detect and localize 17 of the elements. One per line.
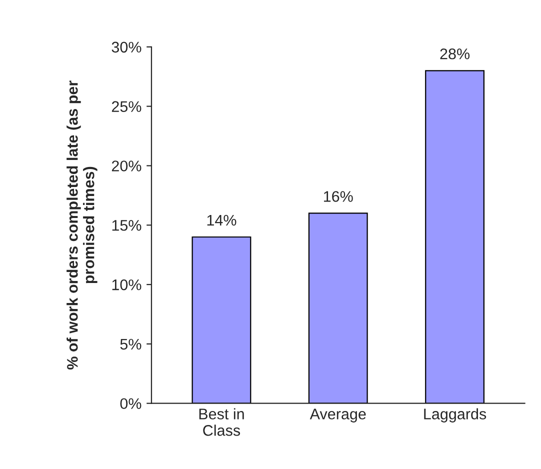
bar xyxy=(192,236,252,404)
x-tick-label: Average xyxy=(310,408,366,422)
data-label: 14% xyxy=(207,214,236,226)
y-tick-label: 15% xyxy=(112,220,142,231)
bar xyxy=(308,212,368,404)
y-tick-label: 20% xyxy=(112,160,142,172)
y-axis-title: % of work orders completed late (as per promised times) xyxy=(66,80,98,370)
y-tick-label: 10% xyxy=(112,279,142,290)
y-tick-label: 5% xyxy=(120,338,142,350)
x-tick-label: Laggards xyxy=(424,408,486,422)
y-tick-label: 0% xyxy=(120,398,142,410)
x-tick-label: Best in Class xyxy=(199,408,244,436)
data-label: 28% xyxy=(440,48,470,60)
y-tick-label: 30% xyxy=(112,42,142,53)
data-label: 16% xyxy=(324,191,353,202)
bar xyxy=(425,70,484,404)
y-tick-label: 25% xyxy=(112,101,142,112)
